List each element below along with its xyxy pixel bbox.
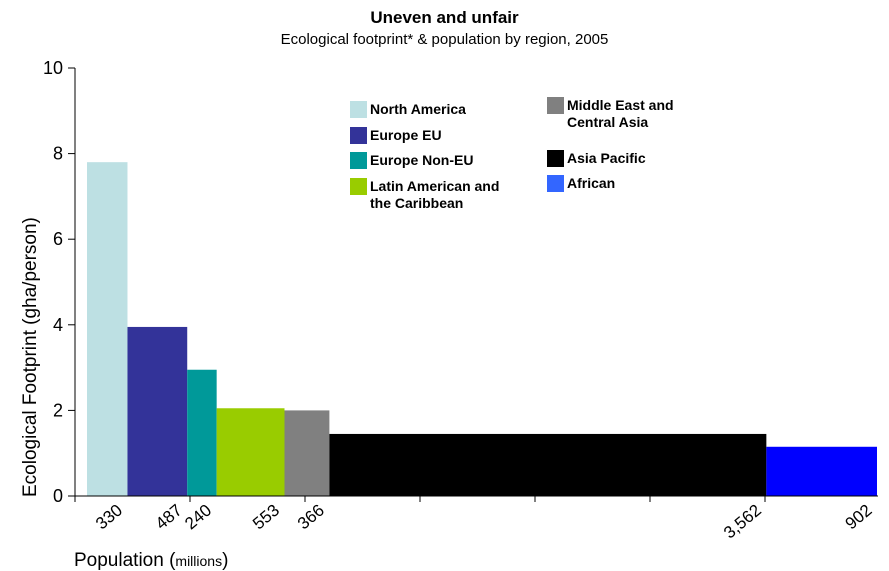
y-tick-label: 2 xyxy=(53,400,63,420)
bar-north-america xyxy=(87,162,128,496)
x-axis-label: Population (millions) xyxy=(74,550,228,571)
legend-swatch xyxy=(547,175,564,192)
x-axis-label-open-paren: ( xyxy=(164,550,176,571)
legend-item-middle-east-and-central-asia: Middle East and Central Asia xyxy=(547,97,717,131)
x-axis-label-unit: millions xyxy=(175,553,222,569)
x-tick-label-asia-pacific: 3,562 xyxy=(720,501,765,543)
y-tick-label: 4 xyxy=(53,315,63,335)
x-tick-label-europe-non-eu: 240 xyxy=(181,501,215,534)
legend-label: African xyxy=(567,175,616,191)
x-axis-label-close-paren: ) xyxy=(222,550,228,571)
bar-middle-east-and-central-asia xyxy=(284,410,330,496)
legend-item-african: African xyxy=(547,175,717,192)
legend-label: Asia Pacific xyxy=(567,150,646,166)
legend-item-europe-eu: Europe EU xyxy=(350,127,520,144)
bar-african xyxy=(766,446,877,496)
legend-item-latin-american-and-the-caribbean: Latin American and the Caribbean xyxy=(350,178,520,212)
legend-label: North America xyxy=(370,101,466,117)
y-tick-label: 10 xyxy=(43,58,63,78)
x-tick-label-middle-east-and-central-asia: 366 xyxy=(294,501,328,534)
x-tick-label-europe-eu: 487 xyxy=(152,501,186,534)
y-tick-label: 0 xyxy=(53,486,63,506)
bar-latin-american-and-the-caribbean xyxy=(216,408,285,496)
bar-europe-eu xyxy=(127,326,188,496)
legend-swatch xyxy=(547,97,564,114)
bars-group xyxy=(87,162,877,496)
legend-swatch xyxy=(350,178,367,195)
y-tick-label: 6 xyxy=(53,229,63,249)
legend-label: Europe EU xyxy=(370,127,442,143)
chart-subtitle: Ecological footprint* & population by re… xyxy=(280,31,609,48)
chart-title: Uneven and unfair xyxy=(370,8,519,27)
y-axis-label: Ecological Footprint (gha/person) xyxy=(20,217,41,497)
x-tick-label-north-america: 330 xyxy=(92,501,126,534)
legend-item-asia-pacific: Asia Pacific xyxy=(547,150,717,167)
legend-item-europe-non-eu: Europe Non-EU xyxy=(350,152,520,169)
x-axis-label-main: Population xyxy=(74,550,164,571)
legend-item-north-america: North America xyxy=(350,101,520,118)
legend-label: Latin American and the Caribbean xyxy=(370,178,500,211)
x-tick-label-latin-american-and-the-caribbean: 553 xyxy=(249,501,283,534)
legend-label: Europe Non-EU xyxy=(370,152,474,168)
bar-asia-pacific xyxy=(329,433,767,496)
axes-group xyxy=(68,67,878,502)
bar-europe-non-eu xyxy=(187,369,217,496)
legend-swatch xyxy=(350,127,367,144)
legend-swatch xyxy=(350,101,367,118)
legend-swatch xyxy=(350,152,367,169)
legend-swatch xyxy=(547,150,564,167)
legend-label: Middle East and Central Asia xyxy=(567,97,674,130)
x-tick-label-african: 902 xyxy=(842,501,876,534)
y-tick-label: 8 xyxy=(53,144,63,164)
